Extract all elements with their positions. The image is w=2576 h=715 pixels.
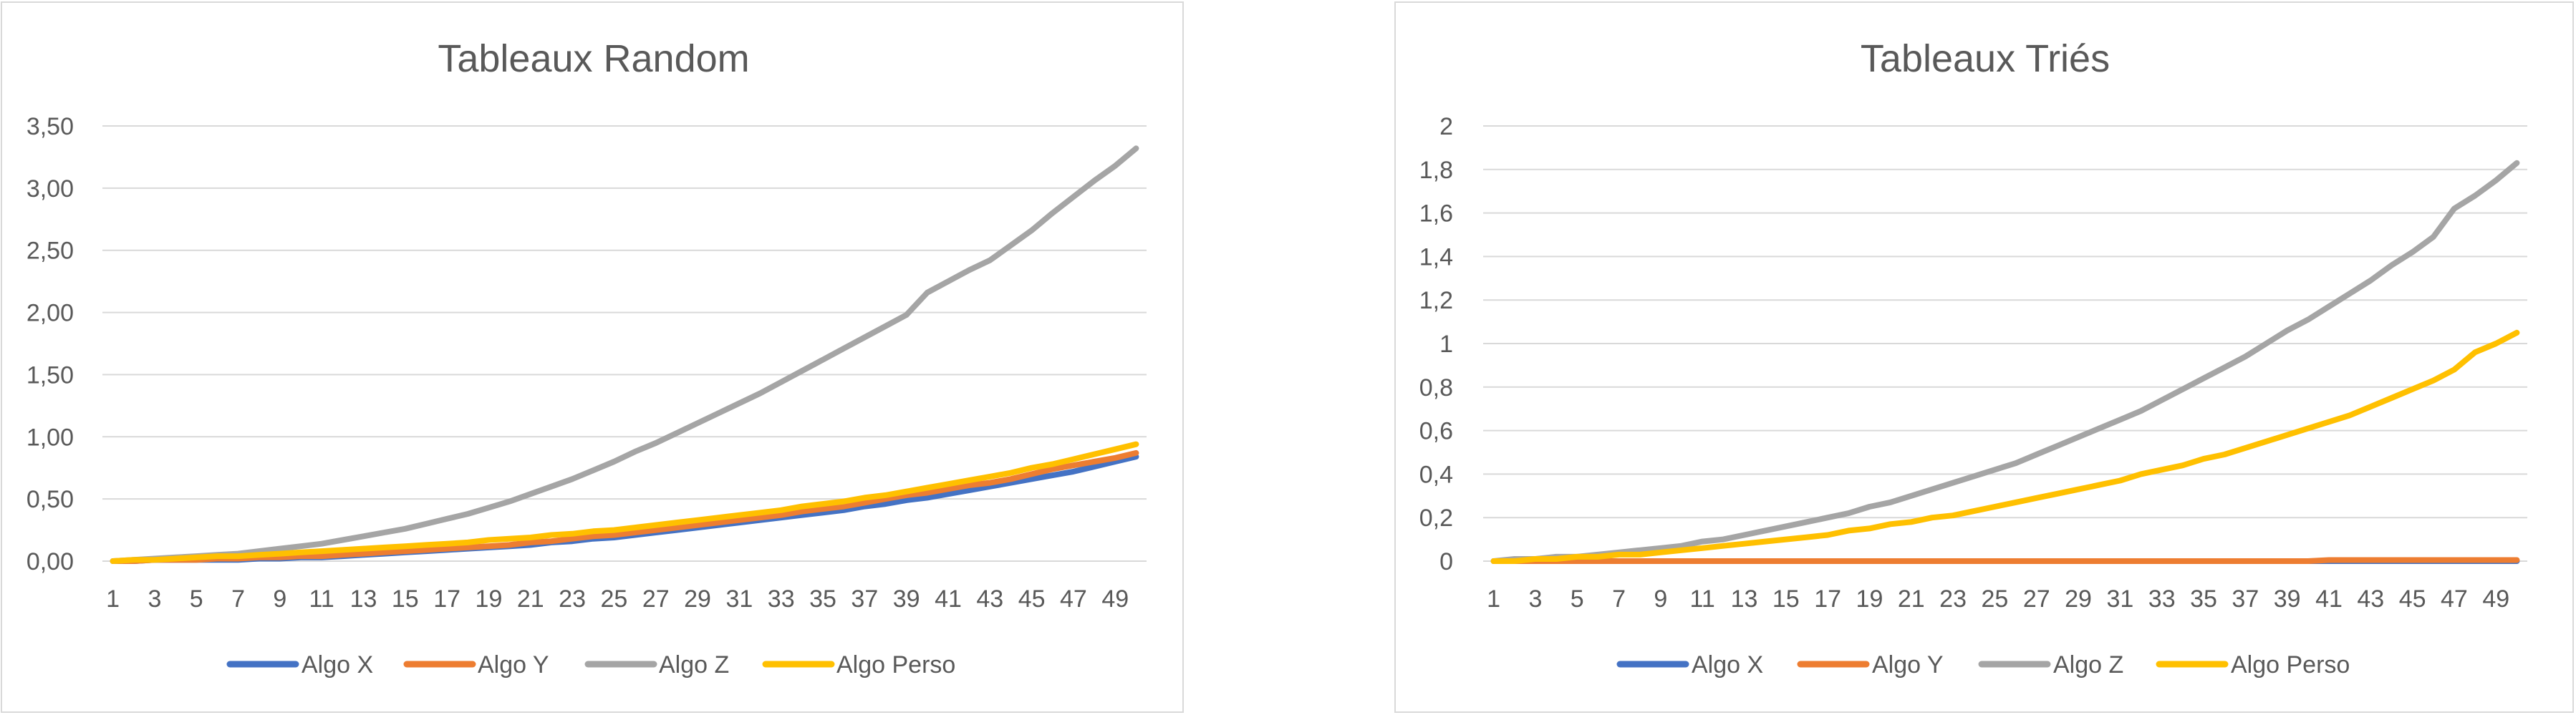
x-tick-label: 47 <box>2441 585 2468 613</box>
x-tick-label: 33 <box>2148 585 2176 613</box>
y-tick-label: 2 <box>1439 113 1453 140</box>
chart-svg-tries: Tableaux Triés 0 0,2 0,4 0,6 0,8 1 1,2 1,4 1,6 1,… <box>1419 37 2527 678</box>
x-tick-label: 17 <box>433 585 460 613</box>
x-tick-label: 21 <box>517 585 544 613</box>
legend-label: Algo Perso <box>2231 651 2350 678</box>
x-tick-label: 11 <box>309 585 334 613</box>
y-tick-label: 2,50 <box>26 238 74 265</box>
x-tick-label: 33 <box>768 585 795 613</box>
legend-label: Algo Z <box>659 651 729 678</box>
chart-svg-random: Tableaux Random 0,00 0,50 1,00 1,50 2,00 2,50… <box>26 37 1147 678</box>
y-tick-label: 0,2 <box>1419 505 1453 532</box>
x-tick-label: 39 <box>893 585 920 613</box>
x-tick-label: 15 <box>392 585 419 613</box>
x-tick-label: 45 <box>1018 585 1046 613</box>
gridlines <box>1483 125 2527 562</box>
x-tick-label: 25 <box>601 585 628 613</box>
x-tick-label: 23 <box>559 585 586 613</box>
y-tick-label: 1,00 <box>26 424 74 451</box>
x-tick-label: 7 <box>1612 585 1626 613</box>
y-tick-label: 0,00 <box>26 548 74 575</box>
x-tick-label: 13 <box>350 585 377 613</box>
series-line-algo-y <box>1490 557 2520 564</box>
y-tick-label: 1,50 <box>26 361 74 389</box>
x-tick-label: 29 <box>2065 585 2092 613</box>
chart-panel-tries: Tableaux Triés 0 0,2 0,4 0,6 0,8 1 1,2 1,4 1,6 1,… <box>1394 1 2574 713</box>
x-tick-label: 9 <box>1654 585 1667 613</box>
x-tick-label: 9 <box>273 585 286 613</box>
y-tick-label: 1,6 <box>1419 200 1453 228</box>
y-tick-label: 1,8 <box>1419 157 1453 184</box>
legend-label: Algo Perso <box>836 651 955 678</box>
x-tick-label: 15 <box>1772 585 1800 613</box>
x-tick-label: 3 <box>148 585 161 613</box>
x-tick-label: 49 <box>2482 585 2509 613</box>
x-tick-label: 35 <box>2190 585 2217 613</box>
y-tick-label: 2,00 <box>26 300 74 327</box>
x-tick-label: 17 <box>1814 585 1841 613</box>
x-tick-label: 25 <box>1982 585 2009 613</box>
legend-label: Algo Z <box>2053 651 2123 678</box>
x-tick-label: 27 <box>642 585 670 613</box>
legend-label: Algo Y <box>1872 651 1944 678</box>
y-tick-label: 3,00 <box>26 175 74 203</box>
x-tick-label: 31 <box>725 585 753 613</box>
x-tick-label: 21 <box>1898 585 1925 613</box>
chart-title: Tableaux Random <box>438 37 749 80</box>
y-tick-label: 1,2 <box>1419 287 1453 314</box>
x-tick-label: 5 <box>190 585 203 613</box>
x-tick-label: 13 <box>1731 585 1758 613</box>
x-tick-label: 19 <box>1856 585 1883 613</box>
series-line-algo-x <box>110 454 1139 564</box>
y-tick-label: 0,50 <box>26 486 74 513</box>
y-tick-label: 0,6 <box>1419 418 1453 445</box>
x-tick-label: 43 <box>2357 585 2384 613</box>
x-tick-label: 43 <box>976 585 1003 613</box>
chart-title: Tableaux Triés <box>1861 37 2110 80</box>
chart-panel-random: Tableaux Random 0,00 0,50 1,00 1,50 2,00 2,50… <box>1 1 1184 713</box>
x-tick-label: 27 <box>2023 585 2050 613</box>
x-tick-label: 45 <box>2399 585 2426 613</box>
x-tick-label: 41 <box>935 585 962 613</box>
y-tick-label: 0,4 <box>1419 461 1453 488</box>
x-tick-label: 35 <box>809 585 836 613</box>
x-tick-label: 41 <box>2315 585 2343 613</box>
x-tick-label: 1 <box>106 585 120 613</box>
legend: Algo X Algo Y Algo Z Algo Perso <box>226 651 955 678</box>
x-tick-label: 47 <box>1060 585 1087 613</box>
legend-label: Algo Y <box>478 651 549 678</box>
x-tick-label: 5 <box>1571 585 1584 613</box>
x-tick-label: 37 <box>851 585 878 613</box>
x-tick-label: 19 <box>476 585 503 613</box>
x-tick-label: 7 <box>231 585 245 613</box>
x-tick-label: 23 <box>1939 585 1967 613</box>
gridlines <box>102 125 1147 562</box>
x-tick-label: 31 <box>2106 585 2133 613</box>
series-line-algo-y <box>110 449 1139 564</box>
series-line-algo-z <box>1490 160 2520 564</box>
legend-label: Algo X <box>1692 651 1763 678</box>
x-tick-label: 3 <box>1528 585 1542 613</box>
series-line-algo-perso <box>110 441 1139 564</box>
x-tick-label: 39 <box>2274 585 2301 613</box>
legend: Algo X Algo Y Algo Z Algo Perso <box>1616 651 2350 678</box>
series-line-algo-perso <box>1490 329 2520 564</box>
series-line-algo-z <box>110 145 1139 564</box>
y-tick-label: 3,50 <box>26 113 74 140</box>
y-tick-label: 0 <box>1439 548 1453 575</box>
y-tick-label: 0,8 <box>1419 374 1453 402</box>
x-tick-label: 49 <box>1101 585 1129 613</box>
x-tick-label: 29 <box>684 585 711 613</box>
x-tick-label: 11 <box>1690 585 1715 613</box>
x-tick-label: 37 <box>2232 585 2259 613</box>
y-tick-label: 1 <box>1439 331 1453 358</box>
y-tick-label: 1,4 <box>1419 243 1453 271</box>
x-tick-label: 1 <box>1487 585 1500 613</box>
legend-label: Algo X <box>302 651 373 678</box>
